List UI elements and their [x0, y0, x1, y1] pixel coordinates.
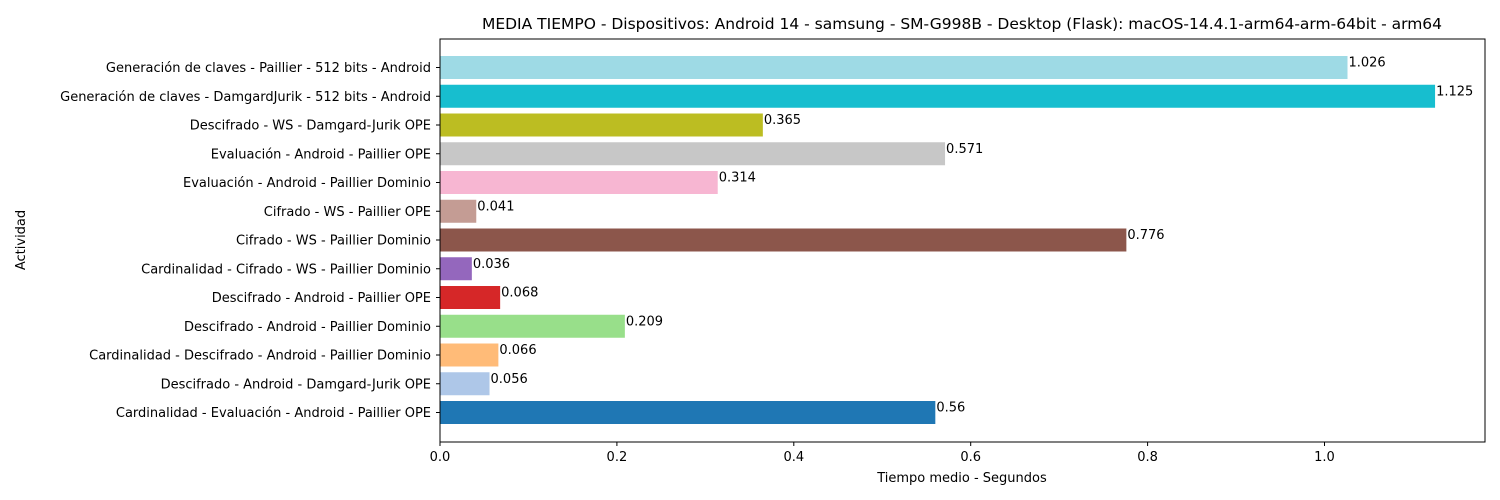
value-label: 0.571 — [946, 142, 983, 157]
value-label: 0.036 — [473, 257, 510, 272]
value-label: 1.125 — [1436, 84, 1473, 99]
x-tick-label: 0.2 — [607, 450, 628, 465]
y-tick-label: Descifrado - Android - Damgard-Jurik OPE — [161, 377, 431, 392]
y-axis-ticks: Generación de claves - Paillier - 512 bi… — [60, 61, 440, 421]
value-label: 0.066 — [499, 343, 536, 358]
bar-cifrado-ws-paillier-dominio — [440, 228, 1127, 252]
y-tick-label: Evaluación - Android - Paillier OPE — [211, 147, 431, 162]
bar-cardinalidad-descifrado-android-paillier-dominio — [440, 343, 499, 367]
value-label: 1.026 — [1348, 56, 1385, 71]
bar-descifrado-android-paillier-dominio — [440, 314, 625, 338]
x-tick-label: 0.8 — [1137, 450, 1158, 465]
x-axis-ticks: 0.0 0.2 0.4 0.6 0.8 1.0 — [430, 442, 1335, 465]
value-label: 0.776 — [1127, 228, 1164, 243]
x-tick-label: 0.4 — [783, 450, 804, 465]
y-tick-label: Cardinalidad - Descifrado - Android - Pa… — [89, 349, 431, 364]
y-tick-label: Descifrado - WS - Damgard-Jurik OPE — [190, 119, 431, 134]
bar-descifrado-ws-damgard-jurik-ope — [440, 113, 763, 137]
y-tick-label: Descifrado - Android - Paillier Dominio — [184, 320, 431, 335]
value-label: 0.056 — [491, 372, 528, 387]
bar-evaluacion-android-paillier-dominio — [440, 171, 718, 194]
plot-frame — [439, 38, 1486, 443]
value-label: 0.314 — [719, 171, 756, 186]
value-labels-group: 1.026 1.125 0.365 0.571 0.314 0.041 0.776 0.036… — [473, 56, 1473, 416]
y-tick-label: Cardinalidad - Evaluación - Android - Pa… — [116, 406, 431, 421]
bar-cardinalidad-evaluacion-android-paillier-ope — [440, 401, 936, 424]
value-label: 0.365 — [764, 113, 801, 128]
bar-descifrado-android-paillier-ope — [440, 286, 501, 309]
x-tick-label: 0.6 — [960, 450, 981, 465]
y-tick-label: Generación de claves - Paillier - 512 bi… — [106, 61, 431, 76]
bars-group — [440, 56, 1436, 424]
chart-title: MEDIA TIEMPO - Dispositivos: Android 14 … — [482, 15, 1442, 33]
y-tick-label: Generación de claves - DamgardJurik - 51… — [60, 90, 431, 105]
value-label: 0.209 — [626, 314, 663, 329]
value-label: 0.041 — [477, 199, 514, 214]
x-tick-label: 0.0 — [430, 450, 451, 465]
y-tick-label: Cifrado - WS - Paillier Dominio — [236, 234, 431, 249]
value-label: 0.068 — [501, 286, 538, 301]
bar-cifrado-ws-paillier-ope — [440, 199, 477, 223]
x-tick-label: 1.0 — [1314, 450, 1335, 465]
bar-generacion-de-claves-damgardjurik-512-bits-android — [440, 84, 1436, 108]
x-axis-label: Tiempo medio - Segundos — [876, 471, 1047, 486]
value-label: 0.56 — [936, 401, 965, 416]
bar-descifrado-android-damgard-jurik-ope — [440, 372, 490, 396]
bar-generacion-de-claves-paillier-512-bits-android — [440, 56, 1348, 79]
bar-cardinalidad-cifrado-ws-paillier-dominio — [440, 257, 472, 281]
y-tick-label: Descifrado - Android - Paillier OPE — [212, 291, 431, 306]
y-tick-label: Cardinalidad - Cifrado - WS - Paillier D… — [141, 262, 431, 277]
y-axis-label: Actividad — [14, 210, 29, 270]
y-tick-label: Cifrado - WS - Paillier OPE — [264, 205, 431, 220]
y-tick-label: Evaluación - Android - Paillier Dominio — [183, 176, 431, 191]
bar-evaluacion-android-paillier-ope — [440, 142, 946, 166]
